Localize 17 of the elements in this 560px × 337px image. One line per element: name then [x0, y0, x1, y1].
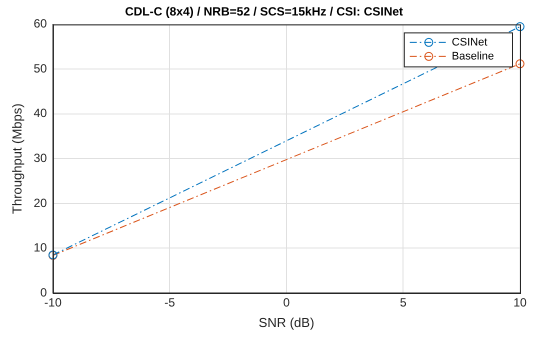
- point: [516, 59, 524, 68]
- x-tick-label: 10: [513, 296, 527, 310]
- y-tick-label: 60: [34, 16, 48, 31]
- x-tick-label: 5: [400, 296, 407, 310]
- y-tick-label: 20: [34, 196, 48, 210]
- y-tick-label: 40: [34, 106, 48, 120]
- x-axis-title: SNR (dB): [258, 314, 314, 330]
- y-tick-label: 10: [34, 240, 48, 255]
- y-tick-label: 30: [34, 151, 48, 166]
- chart-title: CDL-C (8x4) / NRB=52 / SCS=15kHz / CSI: CSINet: [124, 4, 404, 19]
- legend-label: Baseline: [452, 50, 494, 62]
- x-tick-label: -5: [164, 296, 176, 310]
- legend-label: CSINet: [452, 36, 488, 48]
- y-axis-title: Throughput (Mbps): [9, 103, 24, 214]
- x-tick-label: 0: [283, 296, 290, 310]
- y-tick-label: 50: [34, 61, 48, 76]
- point: [516, 22, 524, 32]
